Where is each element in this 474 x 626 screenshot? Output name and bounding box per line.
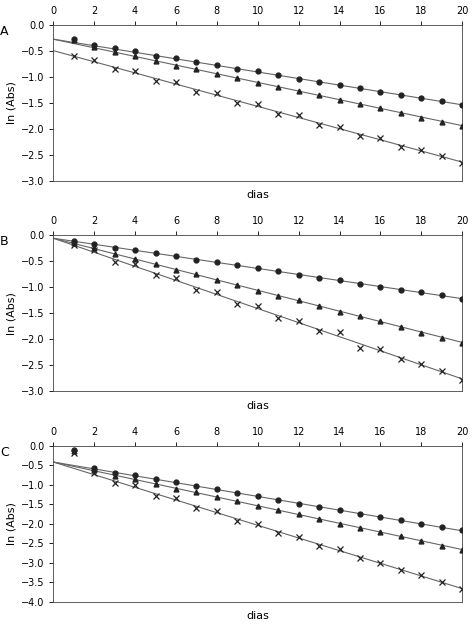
- Y-axis label: ln (Abs): ln (Abs): [7, 502, 17, 545]
- Text: B: B: [0, 235, 9, 248]
- Y-axis label: ln (Abs): ln (Abs): [7, 81, 17, 124]
- Text: C: C: [0, 446, 9, 459]
- Y-axis label: ln (Abs): ln (Abs): [7, 292, 17, 335]
- Text: dias: dias: [246, 401, 269, 411]
- Text: dias: dias: [246, 190, 269, 200]
- Text: A: A: [0, 24, 9, 38]
- Text: dias: dias: [246, 612, 269, 622]
